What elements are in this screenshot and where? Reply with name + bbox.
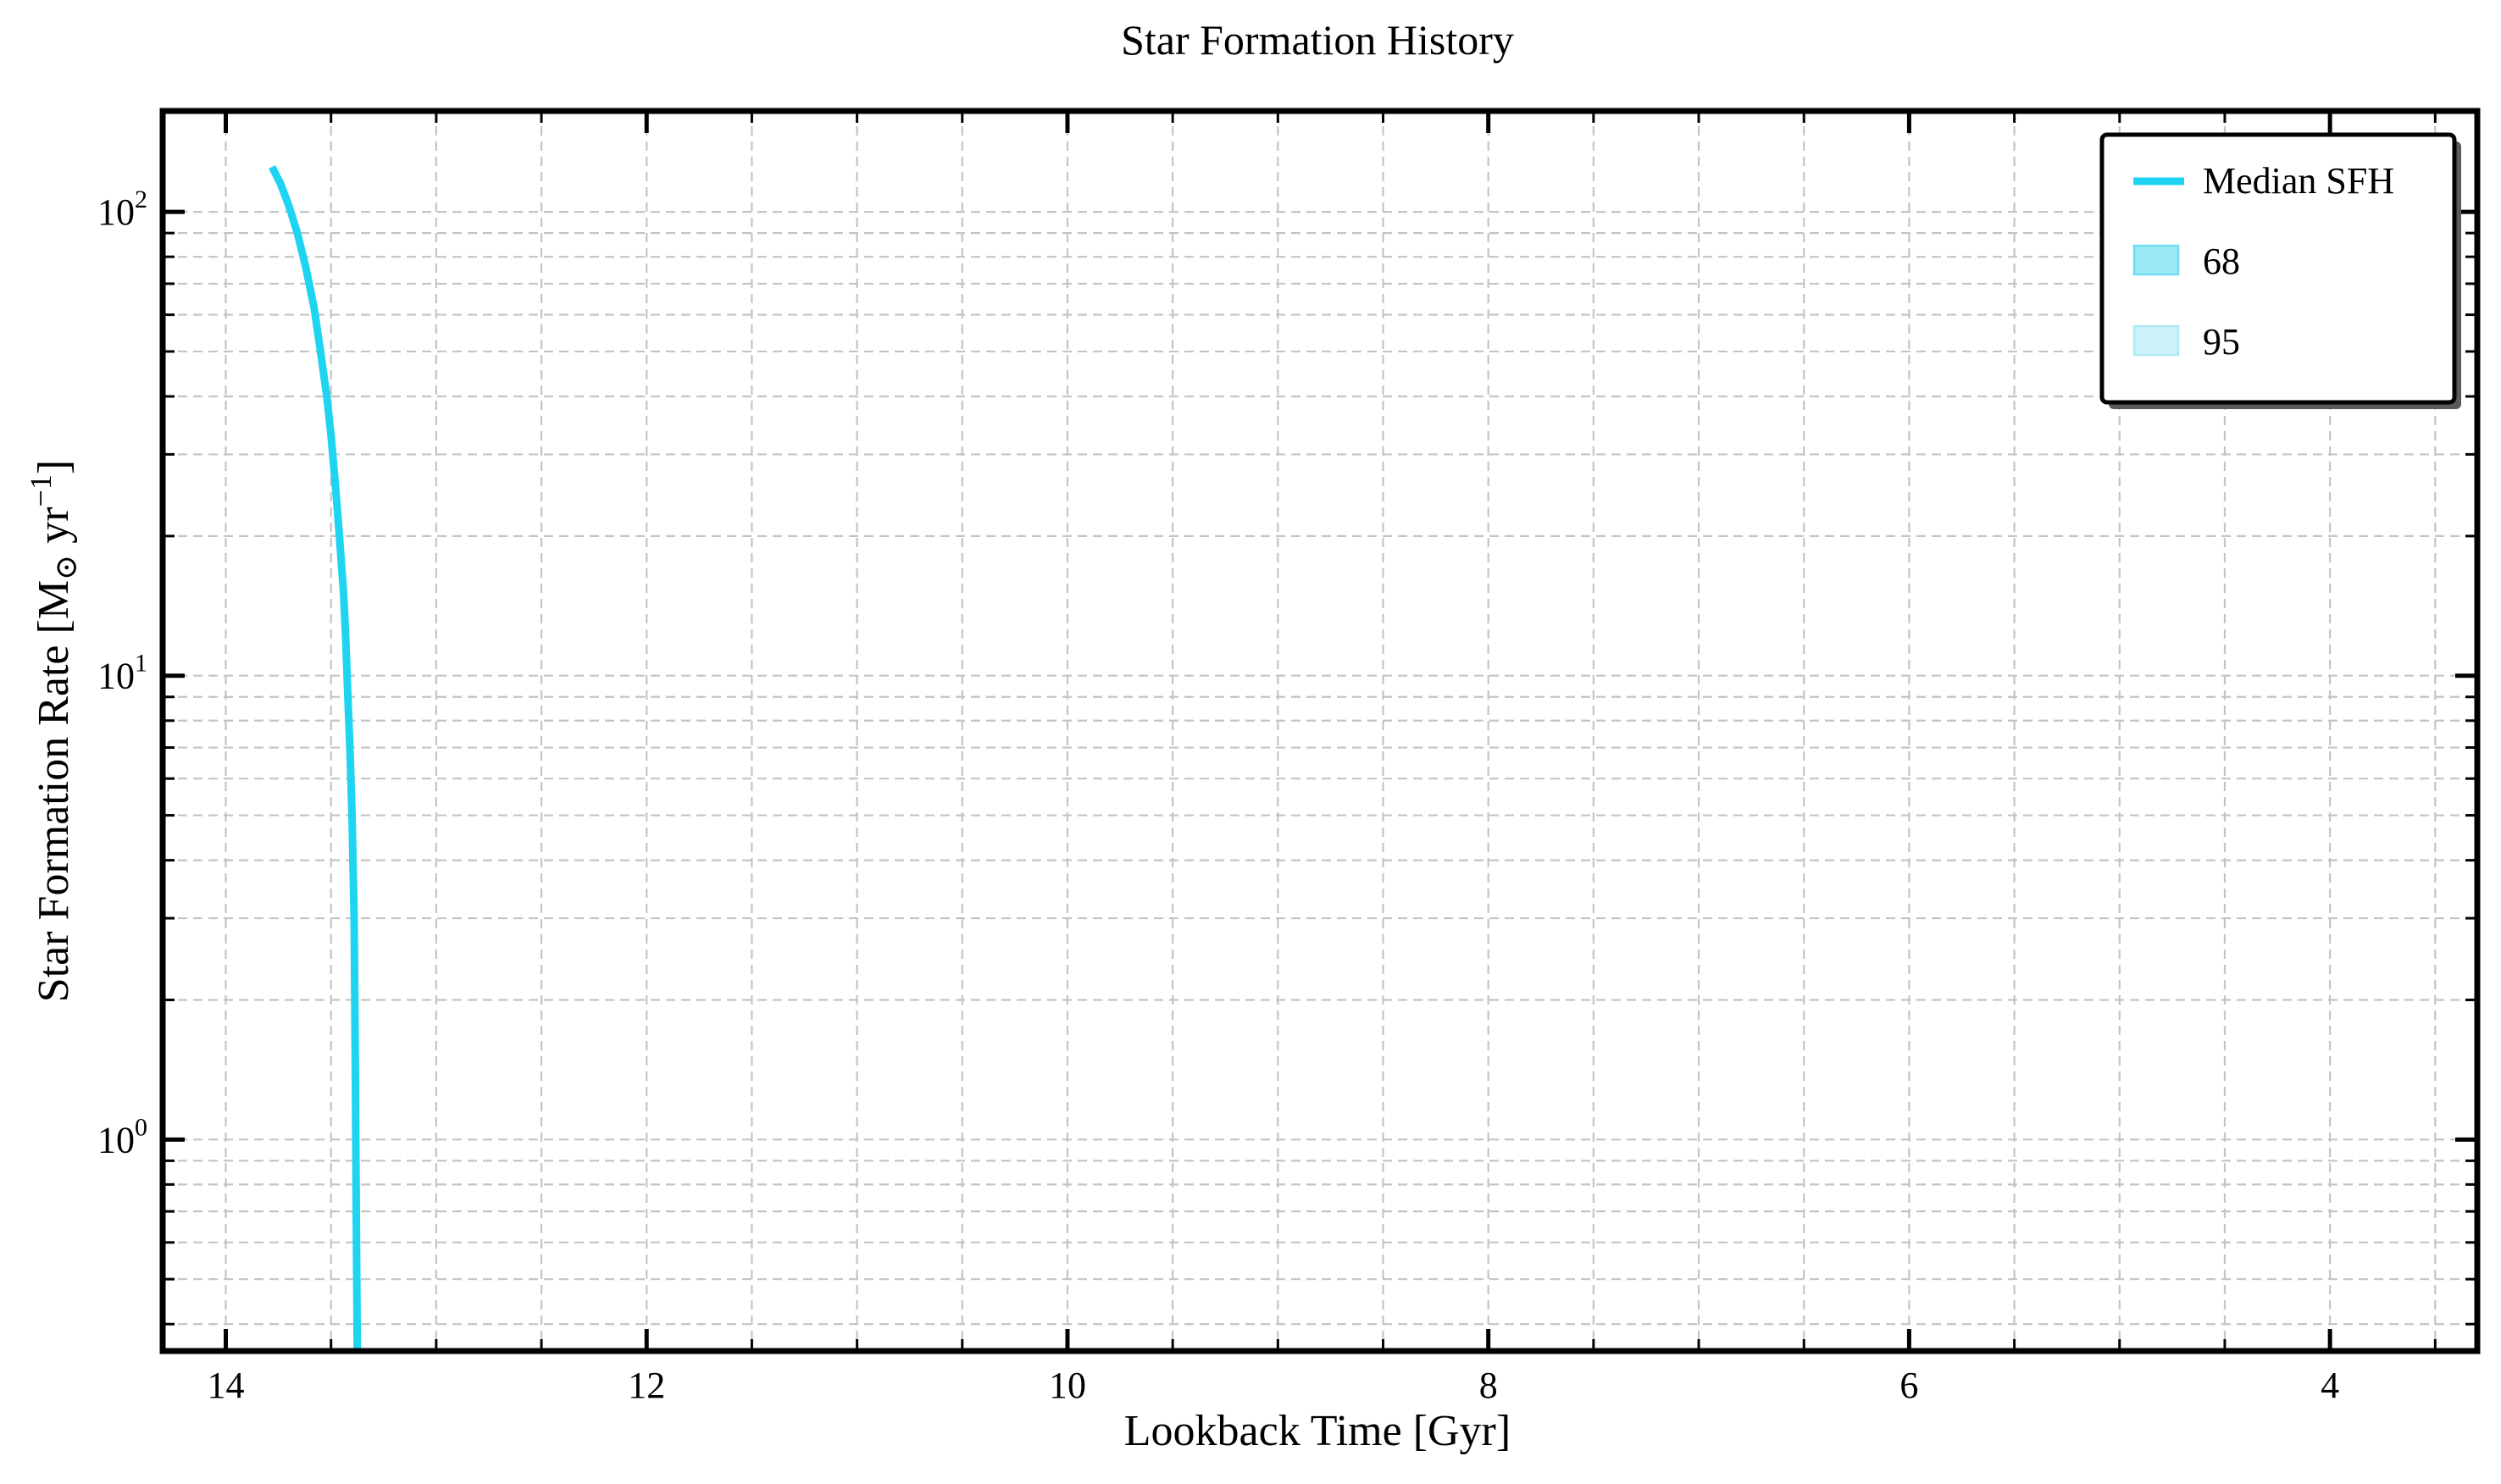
tick-labels: 14 12 10 8 6 4 100 101 102 <box>97 186 2339 1406</box>
legend-95-label: 95 <box>2203 321 2240 363</box>
y-label-sup: −1 <box>24 474 58 507</box>
legend-68-label: 68 <box>2203 241 2240 282</box>
x-tick-label: 6 <box>1899 1365 1918 1406</box>
grid-lines <box>163 111 2477 1351</box>
legend-95-patch <box>2132 324 2180 357</box>
y-tick-label: 102 <box>97 186 147 233</box>
x-axis-label: Lookback Time [Gyr] <box>1124 1407 1511 1455</box>
x-tick-label: 4 <box>2321 1365 2339 1406</box>
y-label-end: ] <box>30 460 78 474</box>
chart-title: Star Formation History <box>1121 16 1514 64</box>
y-tick-label: 101 <box>97 650 147 697</box>
legend-median-sfh-label: Median SFH <box>2203 160 2394 202</box>
legend-68-patch <box>2132 244 2180 276</box>
x-tick-label: 10 <box>1049 1365 1086 1406</box>
legend: Median SFH 68 95 <box>2099 132 2461 409</box>
x-tick-label: 14 <box>208 1365 245 1406</box>
y-axis-label: Star Formation Rate [M⊙ yr−1] <box>24 460 83 1002</box>
y-label-sub: ⊙ <box>49 555 83 580</box>
x-tick-label: 12 <box>628 1365 665 1406</box>
y-label-mid: yr <box>30 507 78 554</box>
x-tick-label: 8 <box>1479 1365 1498 1406</box>
series-line-median-sfh <box>269 164 362 1352</box>
series-layer <box>269 164 362 1352</box>
legend-box <box>2099 132 2457 405</box>
plot-frame <box>159 108 2481 1354</box>
y-tick-label: 100 <box>97 1113 147 1160</box>
y-label-main: Star Formation Rate [M <box>30 580 78 1002</box>
